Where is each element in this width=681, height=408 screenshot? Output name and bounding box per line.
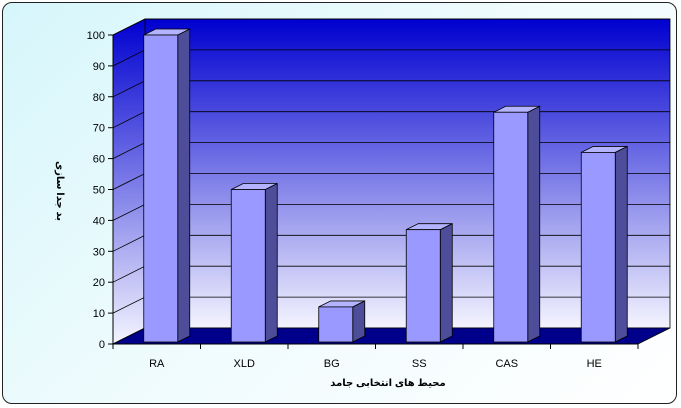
- y-tick-label: 30: [93, 246, 105, 258]
- x-tick-label: SS: [412, 358, 427, 370]
- bar-bg: [318, 300, 366, 343]
- x-tick-label: CAS: [495, 358, 518, 370]
- gridline: [112, 18, 670, 36]
- y-tick-label: 60: [93, 154, 105, 166]
- bar-front: [405, 229, 441, 343]
- bar-front: [230, 189, 266, 343]
- bar-side: [177, 28, 191, 343]
- bar-xld: [230, 182, 278, 343]
- bar-he: [580, 145, 628, 343]
- bar-front: [143, 34, 179, 343]
- x-tick-label: HE: [587, 358, 602, 370]
- y-tick-label: 40: [93, 215, 105, 227]
- y-tick-label: 10: [93, 308, 105, 320]
- bar-ss: [405, 223, 453, 343]
- bar-front: [493, 111, 529, 343]
- x-tick-label: RA: [149, 358, 165, 370]
- chart-area: 0 10 20 30 40 50 60 70 80 90 100 RA XLD BG SS CAS HE محی…: [2, 2, 677, 404]
- y-tick-label: 90: [93, 61, 105, 73]
- y-tick-label: 20: [93, 277, 105, 289]
- y-tick-label: 80: [93, 92, 105, 104]
- y-tick-label: 100: [87, 30, 105, 42]
- bar-side: [527, 105, 541, 343]
- bar-front: [318, 306, 354, 343]
- y-axis-title: بد جدا سازی: [54, 161, 65, 221]
- bar-chart-3d: 0 10 20 30 40 50 60 70 80 90 100 RA XLD BG SS CAS HE محی…: [54, 18, 671, 389]
- x-axis-title: محیط های انتخابی جامد: [330, 378, 445, 389]
- bar-side: [439, 223, 453, 343]
- x-tick-label: BG: [324, 358, 340, 370]
- bar-front: [580, 152, 616, 343]
- bar-side: [264, 182, 278, 343]
- axes: [108, 34, 639, 349]
- bar-side: [614, 145, 628, 343]
- bar-side: [352, 300, 366, 343]
- y-tick-label: 70: [93, 123, 105, 135]
- bars: [143, 28, 628, 343]
- x-tick-label: XLD: [234, 358, 255, 370]
- y-tick-label: 0: [99, 339, 105, 351]
- bar-ra: [143, 28, 191, 343]
- tick-labels: 0 10 20 30 40 50 60 70 80 90 100 RA XLD BG SS CAS HE: [87, 30, 602, 370]
- bar-cas: [493, 105, 541, 343]
- y-tick-label: 50: [93, 185, 105, 197]
